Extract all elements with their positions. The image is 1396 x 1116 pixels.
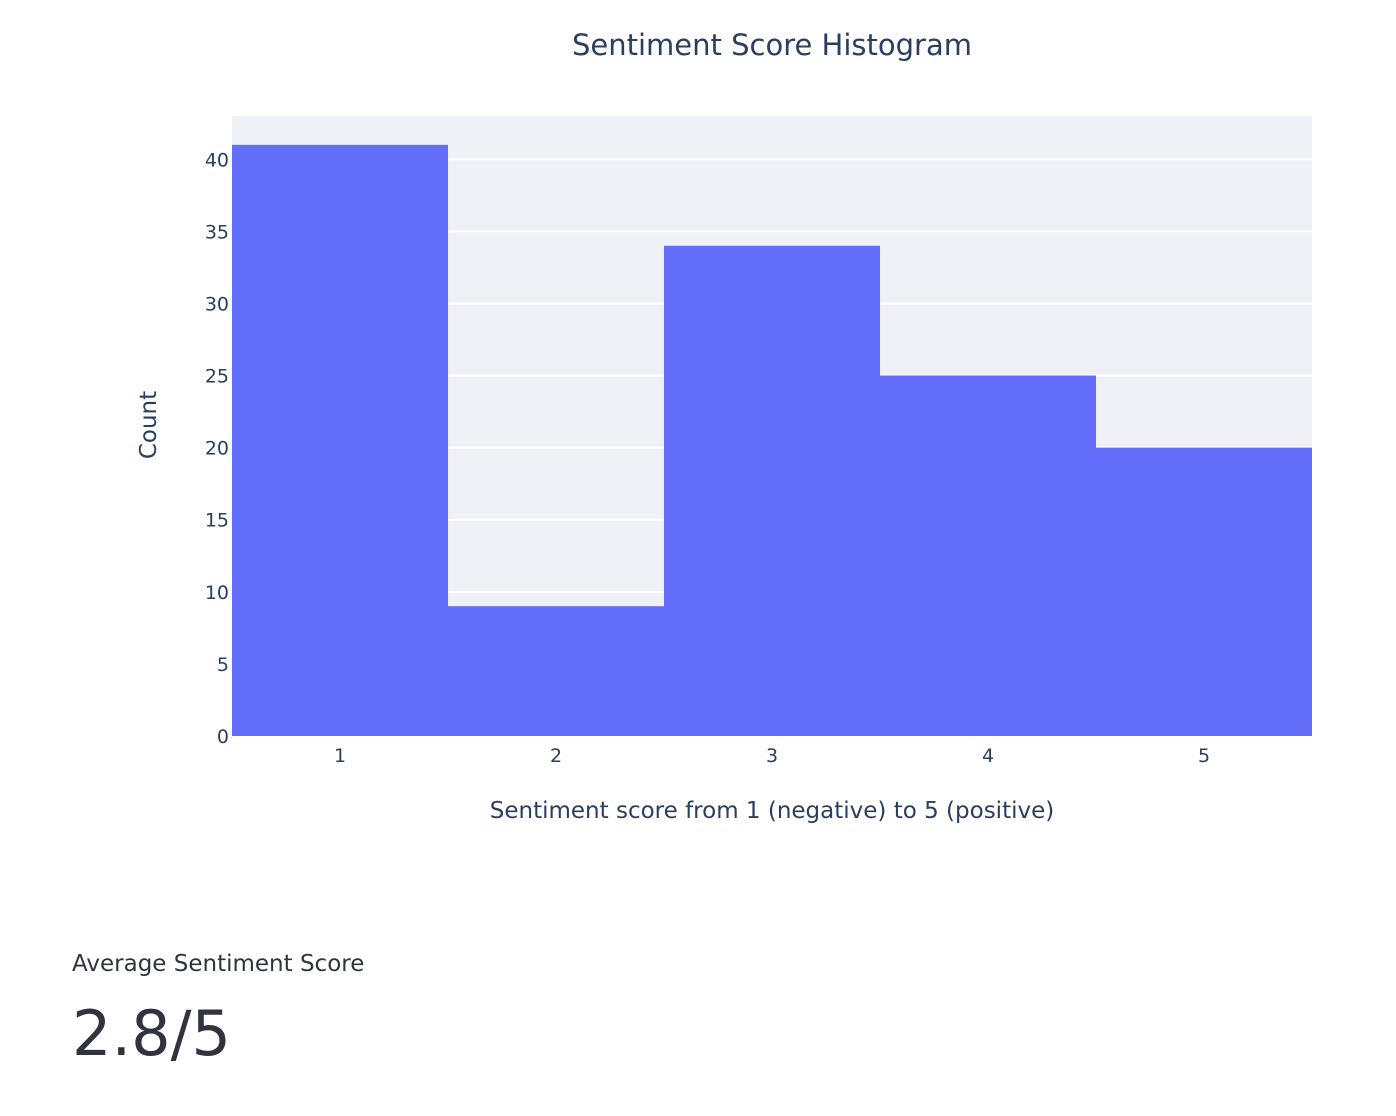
histogram-chart: Sentiment Score Histogram 05101520253035… [136, 28, 1312, 824]
x-tick-label: 5 [1198, 745, 1210, 767]
y-tick-label: 15 [205, 510, 229, 532]
y-tick-label: 0 [217, 726, 229, 748]
chart-title: Sentiment Score Histogram [572, 28, 972, 62]
x-axis-label: Sentiment score from 1 (negative) to 5 (… [490, 798, 1054, 824]
histogram-bar[interactable] [664, 245, 880, 736]
y-tick-label: 5 [217, 654, 229, 676]
histogram-bar[interactable] [232, 144, 448, 736]
y-tick-label: 20 [205, 438, 229, 460]
x-tick-label: 4 [982, 745, 994, 767]
histogram-bar[interactable] [880, 375, 1096, 736]
average-sentiment-metric: Average Sentiment Score 2.8/5 [72, 946, 364, 1074]
x-tick-label: 3 [766, 745, 778, 767]
histogram-bar[interactable] [1096, 447, 1312, 736]
metric-value: 2.8/5 [72, 997, 231, 1070]
x-tick-label: 2 [550, 745, 562, 767]
metric-label: Average Sentiment Score [72, 951, 365, 977]
y-tick-label: 10 [205, 582, 229, 604]
y-tick-label: 35 [205, 221, 229, 243]
histogram-bar[interactable] [448, 606, 664, 736]
x-tick-label: 1 [334, 745, 346, 767]
y-tick-label: 30 [205, 293, 229, 315]
y-tick-label: 25 [205, 366, 229, 388]
y-tick-label: 40 [205, 149, 229, 171]
y-axis-label: Count [136, 391, 162, 459]
